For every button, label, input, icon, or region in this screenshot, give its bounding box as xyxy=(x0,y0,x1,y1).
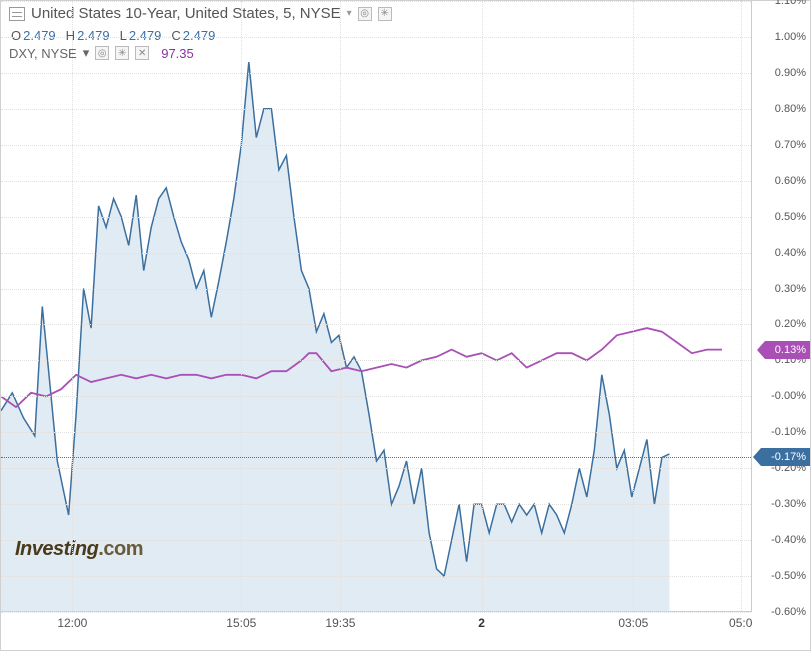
chart-plot-area[interactable]: Investing.com xyxy=(1,1,752,612)
grid-vline xyxy=(340,1,341,611)
x-tick-label: 15:05 xyxy=(226,616,256,630)
primary-price-tag: -0.17% xyxy=(761,448,810,466)
y-tick-label: 1.00% xyxy=(775,31,806,43)
y-tick-label: 1.10% xyxy=(775,0,806,7)
grid-vline xyxy=(633,1,634,611)
grid-line xyxy=(1,324,751,325)
y-tick-label: 0.90% xyxy=(775,67,806,79)
y-axis: -0.60%-0.50%-0.40%-0.30%-0.20%-0.10%-0.0… xyxy=(750,1,810,612)
grid-line xyxy=(1,540,751,541)
grid-line xyxy=(1,109,751,110)
y-tick-label: 0.50% xyxy=(775,211,806,223)
grid-line xyxy=(1,504,751,505)
grid-line xyxy=(1,468,751,469)
grid-vline xyxy=(482,1,483,611)
current-price-line xyxy=(1,457,751,458)
x-tick-label: 19:35 xyxy=(325,616,355,630)
x-axis: 12:00 15:05 19:35 2 03:05 05:0 xyxy=(1,610,752,650)
y-tick-label: -0.60% xyxy=(771,606,806,618)
grid-line xyxy=(1,432,751,433)
watermark-logo: Investing.com xyxy=(15,538,143,561)
y-tick-label: 0.60% xyxy=(775,175,806,187)
grid-line xyxy=(1,576,751,577)
grid-vline xyxy=(241,1,242,611)
grid-line xyxy=(1,145,751,146)
grid-line xyxy=(1,37,751,38)
y-tick-label: 0.20% xyxy=(775,318,806,330)
grid-vline xyxy=(72,1,73,611)
secondary-price-tag: 0.13% xyxy=(765,341,810,359)
y-tick-label: -0.40% xyxy=(771,534,806,546)
y-tick-label: -0.30% xyxy=(771,498,806,510)
y-tick-label: 0.40% xyxy=(775,247,806,259)
y-tick-label: 0.30% xyxy=(775,283,806,295)
chart-container: United States 10-Year, United States, 5,… xyxy=(0,0,811,651)
x-tick-label: 03:05 xyxy=(618,616,648,630)
grid-line xyxy=(1,217,751,218)
y-tick-label: -0.10% xyxy=(771,426,806,438)
grid-line xyxy=(1,73,751,74)
grid-line xyxy=(1,181,751,182)
grid-vline xyxy=(741,1,742,611)
y-tick-label: -0.00% xyxy=(771,390,806,402)
x-tick-label: 05:0 xyxy=(729,616,752,630)
x-tick-label: 2 xyxy=(478,616,485,630)
y-tick-label: 0.70% xyxy=(775,139,806,151)
grid-line xyxy=(1,253,751,254)
y-tick-label: 0.80% xyxy=(775,103,806,115)
grid-line xyxy=(1,360,751,361)
grid-line xyxy=(1,1,751,2)
grid-line xyxy=(1,396,751,397)
chart-svg xyxy=(1,1,752,612)
x-tick-label: 12:00 xyxy=(57,616,87,630)
y-tick-label: -0.50% xyxy=(771,570,806,582)
grid-line xyxy=(1,289,751,290)
